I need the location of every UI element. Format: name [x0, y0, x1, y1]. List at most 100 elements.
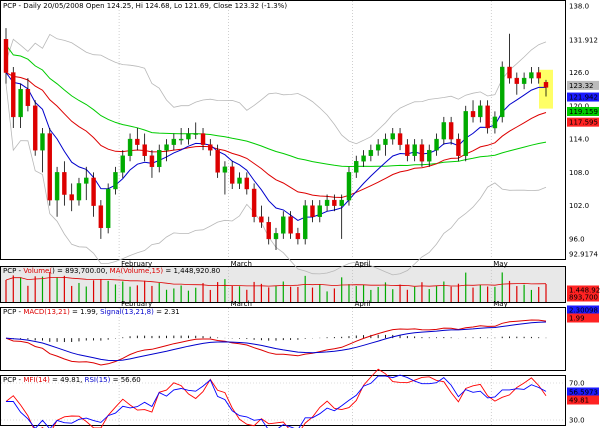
- grid-lines: [118, 1, 492, 425]
- candle-body: [361, 155, 366, 162]
- signal-line: [5, 321, 547, 362]
- candle-body: [448, 122, 454, 140]
- month-labels: February February March March April April May M…: [121, 260, 508, 308]
- candle-body: [397, 133, 403, 145]
- macd-tick-label: 1.99: [569, 315, 585, 323]
- candle-body: [3, 39, 9, 73]
- candle-body: [281, 216, 286, 234]
- candle-body: [302, 205, 308, 240]
- candle-body: [492, 116, 498, 129]
- mfi-tick-label-bg: [567, 395, 599, 405]
- candle-body: [25, 88, 31, 107]
- ma-blue-line: [5, 72, 546, 221]
- price-tick-label: 114.0: [569, 136, 589, 144]
- candle-body: [273, 233, 279, 240]
- mfi-tick-label-bg: [567, 387, 599, 397]
- price-tick-label-bg: [567, 117, 599, 127]
- candle-body: [332, 199, 337, 206]
- mfi-tick-label: 70.0: [569, 380, 585, 388]
- macd-lines: [5, 319, 547, 366]
- candle-body: [54, 172, 60, 201]
- price-tick-label-bg: [567, 106, 599, 116]
- candle-body: [521, 77, 527, 84]
- price-tick-label: 120.0: [569, 102, 589, 110]
- candle-body: [543, 82, 549, 88]
- price-tick-label-bg: [567, 92, 599, 102]
- ma-green-line: [5, 44, 547, 168]
- candle-body: [500, 66, 505, 118]
- candle-body: [441, 122, 447, 140]
- volume-bars: [5, 272, 547, 302]
- candle-body: [120, 155, 125, 173]
- candle-body: [478, 105, 483, 118]
- candle-body: [215, 149, 220, 173]
- macd-line: [5, 319, 547, 366]
- candlesticks: [3, 28, 549, 250]
- candle-body: [127, 138, 133, 156]
- candle-body: [193, 133, 198, 135]
- volume-tick-label: 1,448,920: [569, 287, 600, 295]
- volume-tick-label-bg: [567, 292, 599, 302]
- mfi-tick-label: 56.5973: [569, 389, 598, 397]
- candle-body: [237, 177, 242, 184]
- candle-body: [171, 138, 177, 145]
- price-tick-label: 102.0: [569, 202, 589, 210]
- candle-body: [157, 149, 162, 168]
- price-tick-label: 138.0: [569, 3, 589, 11]
- month-label: February: [121, 300, 152, 308]
- candle-body: [105, 188, 111, 229]
- price-header: PCP - Daily 20/05/2008 Open 124.25, Hi 1…: [3, 2, 287, 10]
- candle-body: [18, 88, 23, 118]
- volume-ma-line: [5, 276, 547, 287]
- price-tick-label: 121.942: [569, 94, 598, 102]
- mfi-panel: [0, 375, 566, 426]
- candle-body: [405, 144, 410, 156]
- candle-body: [32, 105, 38, 151]
- price-tick-label: 117.595: [569, 119, 598, 127]
- mfi-header: PCP - MFI(14) = 49.81, RSI(15) = 56.60: [3, 376, 141, 384]
- candle-body: [113, 172, 118, 190]
- candle-body: [91, 177, 96, 206]
- candle-body: [98, 205, 104, 229]
- candle-body: [529, 72, 534, 79]
- candle-body: [317, 205, 322, 217]
- candle-body: [310, 205, 315, 217]
- candle-body: [164, 144, 169, 151]
- candle-body: [62, 172, 67, 195]
- candle-body: [186, 133, 191, 140]
- candle-body: [390, 133, 395, 140]
- price-tick-label: 126.0: [569, 69, 589, 77]
- candle-body: [230, 166, 235, 184]
- price-tick-label: 131.912: [569, 36, 598, 44]
- volume-header: PCP - Volume() = 893,700.00, MA(Volume,1…: [3, 267, 220, 275]
- ma-red-line: [5, 72, 547, 199]
- axis-tick-labels: 138.0 131.912 126.0 123.32 121.942120.0119.1…: [567, 3, 600, 425]
- month-label: April: [355, 260, 371, 268]
- mfi-tick-label: 30.0: [569, 417, 585, 425]
- candle-body: [244, 177, 250, 190]
- candle-body: [485, 105, 490, 129]
- candle-body: [295, 233, 301, 240]
- candle-body: [463, 111, 468, 156]
- candle-body: [324, 199, 330, 206]
- candle-body: [434, 138, 439, 151]
- candle-body: [514, 77, 520, 84]
- price-tick-label: 108.0: [569, 169, 589, 177]
- candle-body: [208, 144, 213, 151]
- candle-body: [419, 144, 425, 162]
- month-label: March: [231, 300, 252, 308]
- month-label: March: [231, 260, 252, 268]
- price-tick-label-bg: [567, 80, 599, 90]
- candle-body: [200, 133, 206, 145]
- mfi-tick-label: 49.81: [569, 397, 589, 405]
- month-label: May: [493, 300, 507, 308]
- price-tick-label: 92.9174: [569, 251, 598, 259]
- upper-band-line: [5, 33, 547, 145]
- volume-tick-label: 893,700: [569, 294, 598, 302]
- candle-body: [375, 144, 381, 151]
- candle-body: [368, 149, 374, 156]
- candle-body: [178, 138, 184, 141]
- candle-body: [412, 144, 417, 156]
